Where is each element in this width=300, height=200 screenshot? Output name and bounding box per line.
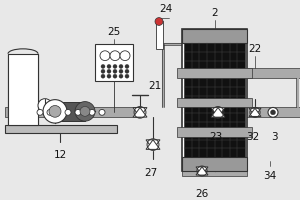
Text: 23: 23 bbox=[209, 132, 223, 142]
Circle shape bbox=[99, 109, 105, 115]
Polygon shape bbox=[249, 108, 261, 116]
Bar bbox=[182, 166, 247, 176]
Circle shape bbox=[125, 74, 129, 78]
Circle shape bbox=[47, 109, 53, 115]
Polygon shape bbox=[196, 167, 208, 175]
Circle shape bbox=[268, 107, 278, 117]
Text: 22: 22 bbox=[248, 44, 262, 54]
Circle shape bbox=[101, 74, 105, 78]
Circle shape bbox=[75, 109, 81, 115]
Bar bbox=[184, 43, 245, 157]
Text: 2: 2 bbox=[211, 8, 218, 18]
Polygon shape bbox=[133, 108, 147, 117]
Bar bbox=[182, 157, 247, 171]
Polygon shape bbox=[211, 108, 225, 117]
Bar bbox=[8, 54, 38, 125]
Polygon shape bbox=[196, 167, 208, 175]
Circle shape bbox=[101, 64, 105, 68]
Circle shape bbox=[107, 69, 111, 73]
Circle shape bbox=[107, 64, 111, 68]
Text: 25: 25 bbox=[107, 27, 121, 37]
Bar bbox=[177, 127, 252, 137]
Text: 32: 32 bbox=[246, 132, 260, 142]
Circle shape bbox=[113, 74, 117, 78]
Circle shape bbox=[65, 109, 71, 115]
Circle shape bbox=[155, 18, 163, 25]
Bar bbox=[182, 29, 247, 171]
Circle shape bbox=[38, 99, 52, 112]
Bar bbox=[55, 102, 85, 121]
Circle shape bbox=[119, 69, 123, 73]
Bar bbox=[182, 29, 247, 43]
Bar bbox=[5, 125, 117, 133]
Text: 24: 24 bbox=[159, 4, 172, 14]
Circle shape bbox=[271, 110, 275, 115]
Circle shape bbox=[80, 106, 90, 116]
Text: 12: 12 bbox=[53, 150, 67, 160]
Bar bbox=[177, 68, 252, 78]
Circle shape bbox=[113, 64, 117, 68]
Bar bbox=[177, 98, 252, 107]
Circle shape bbox=[107, 74, 111, 78]
Circle shape bbox=[120, 51, 130, 61]
Circle shape bbox=[125, 69, 129, 73]
Circle shape bbox=[37, 109, 43, 115]
Bar bbox=[95, 44, 133, 81]
Circle shape bbox=[43, 100, 67, 123]
Circle shape bbox=[113, 69, 117, 73]
Text: 21: 21 bbox=[148, 81, 161, 91]
Circle shape bbox=[125, 64, 129, 68]
Circle shape bbox=[110, 51, 120, 61]
Circle shape bbox=[119, 74, 123, 78]
Text: 26: 26 bbox=[195, 189, 208, 199]
Circle shape bbox=[100, 51, 110, 61]
Circle shape bbox=[101, 69, 105, 73]
Text: 27: 27 bbox=[144, 168, 158, 178]
Bar bbox=[193, 107, 300, 117]
Text: 3: 3 bbox=[271, 132, 277, 142]
Bar bbox=[156, 21, 163, 49]
Circle shape bbox=[89, 109, 95, 115]
Circle shape bbox=[75, 102, 95, 121]
Bar bbox=[5, 107, 140, 117]
Polygon shape bbox=[211, 108, 225, 117]
Polygon shape bbox=[146, 140, 160, 149]
Polygon shape bbox=[249, 108, 261, 116]
Polygon shape bbox=[146, 140, 160, 149]
Polygon shape bbox=[133, 108, 147, 117]
Bar bbox=[247, 68, 300, 78]
Text: 34: 34 bbox=[263, 171, 277, 181]
Circle shape bbox=[119, 64, 123, 68]
Circle shape bbox=[49, 106, 61, 117]
